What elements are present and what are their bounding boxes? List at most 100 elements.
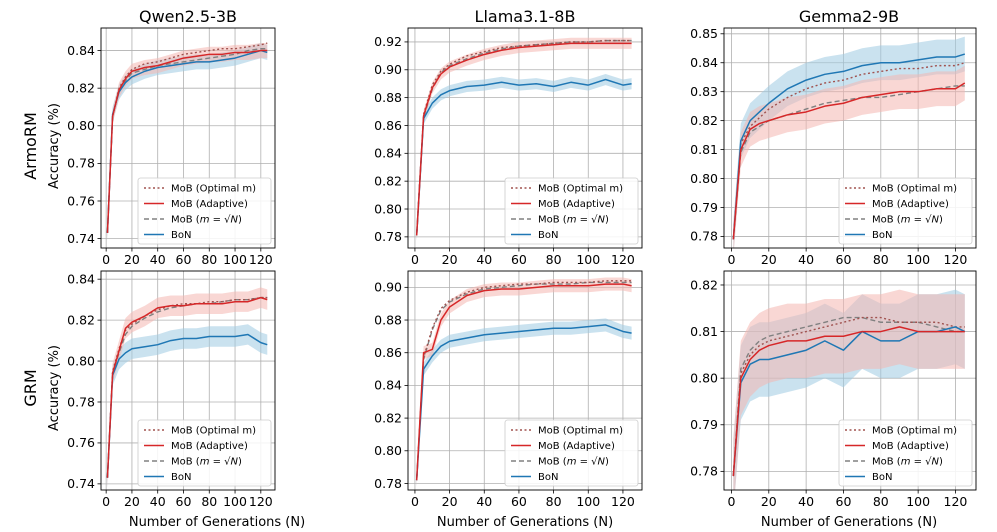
x-tick-label: 80	[873, 494, 889, 509]
x-tick-label: 80	[546, 252, 562, 267]
legend-label-sqrt: MoB (m = √N)	[171, 457, 242, 468]
confidence-band-bon	[107, 324, 268, 488]
panel-armorm-1: 0 20 40 60 80 100 120 0.78 0.80 0.82 0.84 0.86 0.88 0…	[374, 27, 643, 267]
x-tick-label: 60	[176, 494, 192, 509]
x-tick-label: 80	[546, 494, 562, 509]
x-tick-label: 40	[476, 494, 492, 509]
legend-box	[838, 419, 973, 487]
series-line-optimal	[732, 62, 966, 240]
legend-label-optimal: MoB (Optimal m)	[171, 426, 256, 437]
x-tick-label: 120	[611, 252, 635, 267]
x-tick-label: 20	[124, 252, 140, 267]
series-line-optimal	[415, 39, 632, 236]
row-title-armorm: ArmoRM	[21, 112, 40, 180]
x-tick-label: 20	[442, 252, 458, 267]
series-line-bon	[106, 49, 268, 233]
panel-grm-1: 0 20 40 60 80 100 120 0.78 0.80 0.82 0.84 0.86 0.88 0…	[374, 270, 643, 509]
x-tick-label: 0	[102, 494, 110, 509]
y-tick-label: 0.84	[690, 55, 718, 70]
x-tick-label: 0	[411, 494, 419, 509]
plot-area	[106, 287, 268, 488]
legend-label-sqrt: MoB (m = √N)	[171, 215, 242, 226]
legend-box	[137, 177, 272, 245]
legend-label-adaptive: MoB (Adaptive)	[872, 199, 949, 210]
x-tick-label: 40	[798, 252, 814, 267]
x-tick-label: 100	[906, 494, 930, 509]
y-tick-label: 0.82	[690, 277, 718, 292]
legend-box	[504, 419, 639, 487]
series-line-sqrt	[732, 85, 965, 240]
y-tick-label: 0.74	[67, 231, 95, 246]
legend: MoB (Optimal m) MoB (Adaptive) MoB (m = √N…	[504, 177, 639, 245]
plot-area	[732, 36, 966, 248]
axes-frame	[407, 27, 643, 249]
y-tick-label: 0.92	[374, 34, 402, 49]
series-line-optimal	[106, 42, 268, 233]
xlabel-qwen: Number of Generations (N)	[129, 515, 305, 530]
x-tick-label: 80	[873, 252, 889, 267]
x-tick-label: 20	[761, 252, 777, 267]
series-line-bon	[106, 333, 268, 478]
legend: MoB (Optimal m) MoB (Adaptive) MoB (m = √N…	[137, 419, 272, 487]
series-line-adaptive	[415, 283, 632, 481]
series-line-bon	[415, 78, 632, 236]
legend-label-adaptive: MoB (Adaptive)	[538, 199, 615, 210]
x-tick-label: 20	[761, 494, 777, 509]
y-tick-label: 0.90	[374, 280, 402, 295]
x-tick-label: 20	[442, 494, 458, 509]
legend-label-optimal: MoB (Optimal m)	[872, 184, 957, 195]
y-tick-label: 0.90	[374, 62, 402, 77]
y-tick-label: 0.82	[374, 410, 402, 425]
y-tick-label: 0.80	[690, 370, 718, 385]
x-tick-label: 60	[836, 494, 852, 509]
y-tick-label: 0.82	[67, 312, 95, 327]
y-tick-label: 0.82	[690, 113, 718, 128]
y-tick-label: 0.86	[374, 118, 402, 133]
x-tick-label: 40	[476, 252, 492, 267]
legend: MoB (Optimal m) MoB (Adaptive) MoB (m = √N…	[838, 177, 973, 245]
y-tick-label: 0.78	[67, 394, 95, 409]
y-tick-label: 0.79	[690, 200, 718, 215]
x-tick-label: 80	[201, 252, 217, 267]
x-tick-label: 60	[836, 252, 852, 267]
x-tick-label: 100	[906, 252, 930, 267]
y-tick-label: 0.86	[374, 345, 402, 360]
legend-label-sqrt: MoB (m = √N)	[538, 215, 609, 226]
y-tick-label: 0.84	[374, 146, 402, 161]
y-tick-label: 0.76	[67, 435, 95, 450]
legend-label-adaptive: MoB (Adaptive)	[171, 199, 248, 210]
y-tick-label: 0.84	[67, 43, 95, 58]
x-tick-label: 0	[102, 252, 110, 267]
x-tick-label: 100	[576, 494, 600, 509]
y-tick-label: 0.82	[374, 173, 402, 188]
legend-label-optimal: MoB (Optimal m)	[171, 184, 256, 195]
series-line-sqrt	[732, 316, 965, 477]
ylabel-top: Accuracy (%)	[47, 103, 62, 189]
y-tick-label: 0.84	[67, 271, 95, 286]
y-tick-label: 0.78	[374, 229, 402, 244]
x-tick-label: 0	[727, 252, 735, 267]
x-tick-label: 0	[411, 252, 419, 267]
x-tick-label: 120	[249, 252, 273, 267]
legend-label-adaptive: MoB (Adaptive)	[538, 441, 615, 452]
y-tick-label: 0.80	[67, 353, 95, 368]
x-tick-label: 120	[249, 494, 273, 509]
series-line-adaptive	[732, 326, 965, 477]
x-tick-label: 120	[944, 494, 968, 509]
legend-label-optimal: MoB (Optimal m)	[538, 184, 623, 195]
legend-label-sqrt: MoB (m = √N)	[872, 215, 943, 226]
legend-label-bon: BoN	[872, 230, 892, 241]
y-tick-label: 0.82	[67, 80, 95, 95]
x-tick-label: 60	[176, 252, 192, 267]
series-line-bon	[415, 324, 632, 481]
y-tick-label: 0.80	[374, 201, 402, 216]
y-tick-label: 0.85	[690, 26, 718, 41]
x-tick-label: 120	[944, 252, 968, 267]
x-tick-label: 100	[223, 252, 247, 267]
x-tick-label: 100	[576, 252, 600, 267]
series-line-adaptive	[106, 49, 268, 233]
y-tick-label: 0.80	[690, 171, 718, 186]
legend-label-adaptive: MoB (Adaptive)	[171, 441, 248, 452]
x-tick-label: 80	[201, 494, 217, 509]
